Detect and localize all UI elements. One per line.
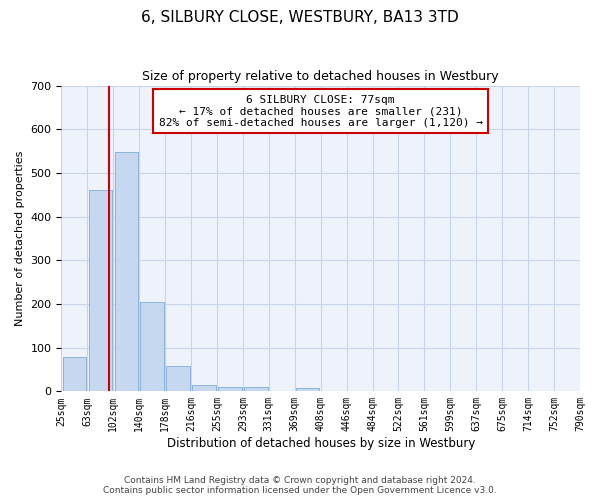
Y-axis label: Number of detached properties: Number of detached properties [15, 151, 25, 326]
X-axis label: Distribution of detached houses by size in Westbury: Distribution of detached houses by size … [167, 437, 475, 450]
Bar [193, 385, 215, 392]
Bar [62, 358, 86, 392]
Title: Size of property relative to detached houses in Westbury: Size of property relative to detached ho… [142, 70, 499, 83]
Text: Contains HM Land Registry data © Crown copyright and database right 2024.
Contai: Contains HM Land Registry data © Crown c… [103, 476, 497, 495]
Bar [89, 190, 112, 392]
Bar [115, 152, 138, 392]
Bar [218, 387, 242, 392]
Text: 6, SILBURY CLOSE, WESTBURY, BA13 3TD: 6, SILBURY CLOSE, WESTBURY, BA13 3TD [141, 10, 459, 25]
Bar [244, 387, 268, 392]
Text: 6 SILBURY CLOSE: 77sqm
← 17% of detached houses are smaller (231)
82% of semi-de: 6 SILBURY CLOSE: 77sqm ← 17% of detached… [159, 94, 483, 128]
Bar [166, 366, 190, 392]
Bar [140, 302, 164, 392]
Bar [296, 388, 319, 392]
